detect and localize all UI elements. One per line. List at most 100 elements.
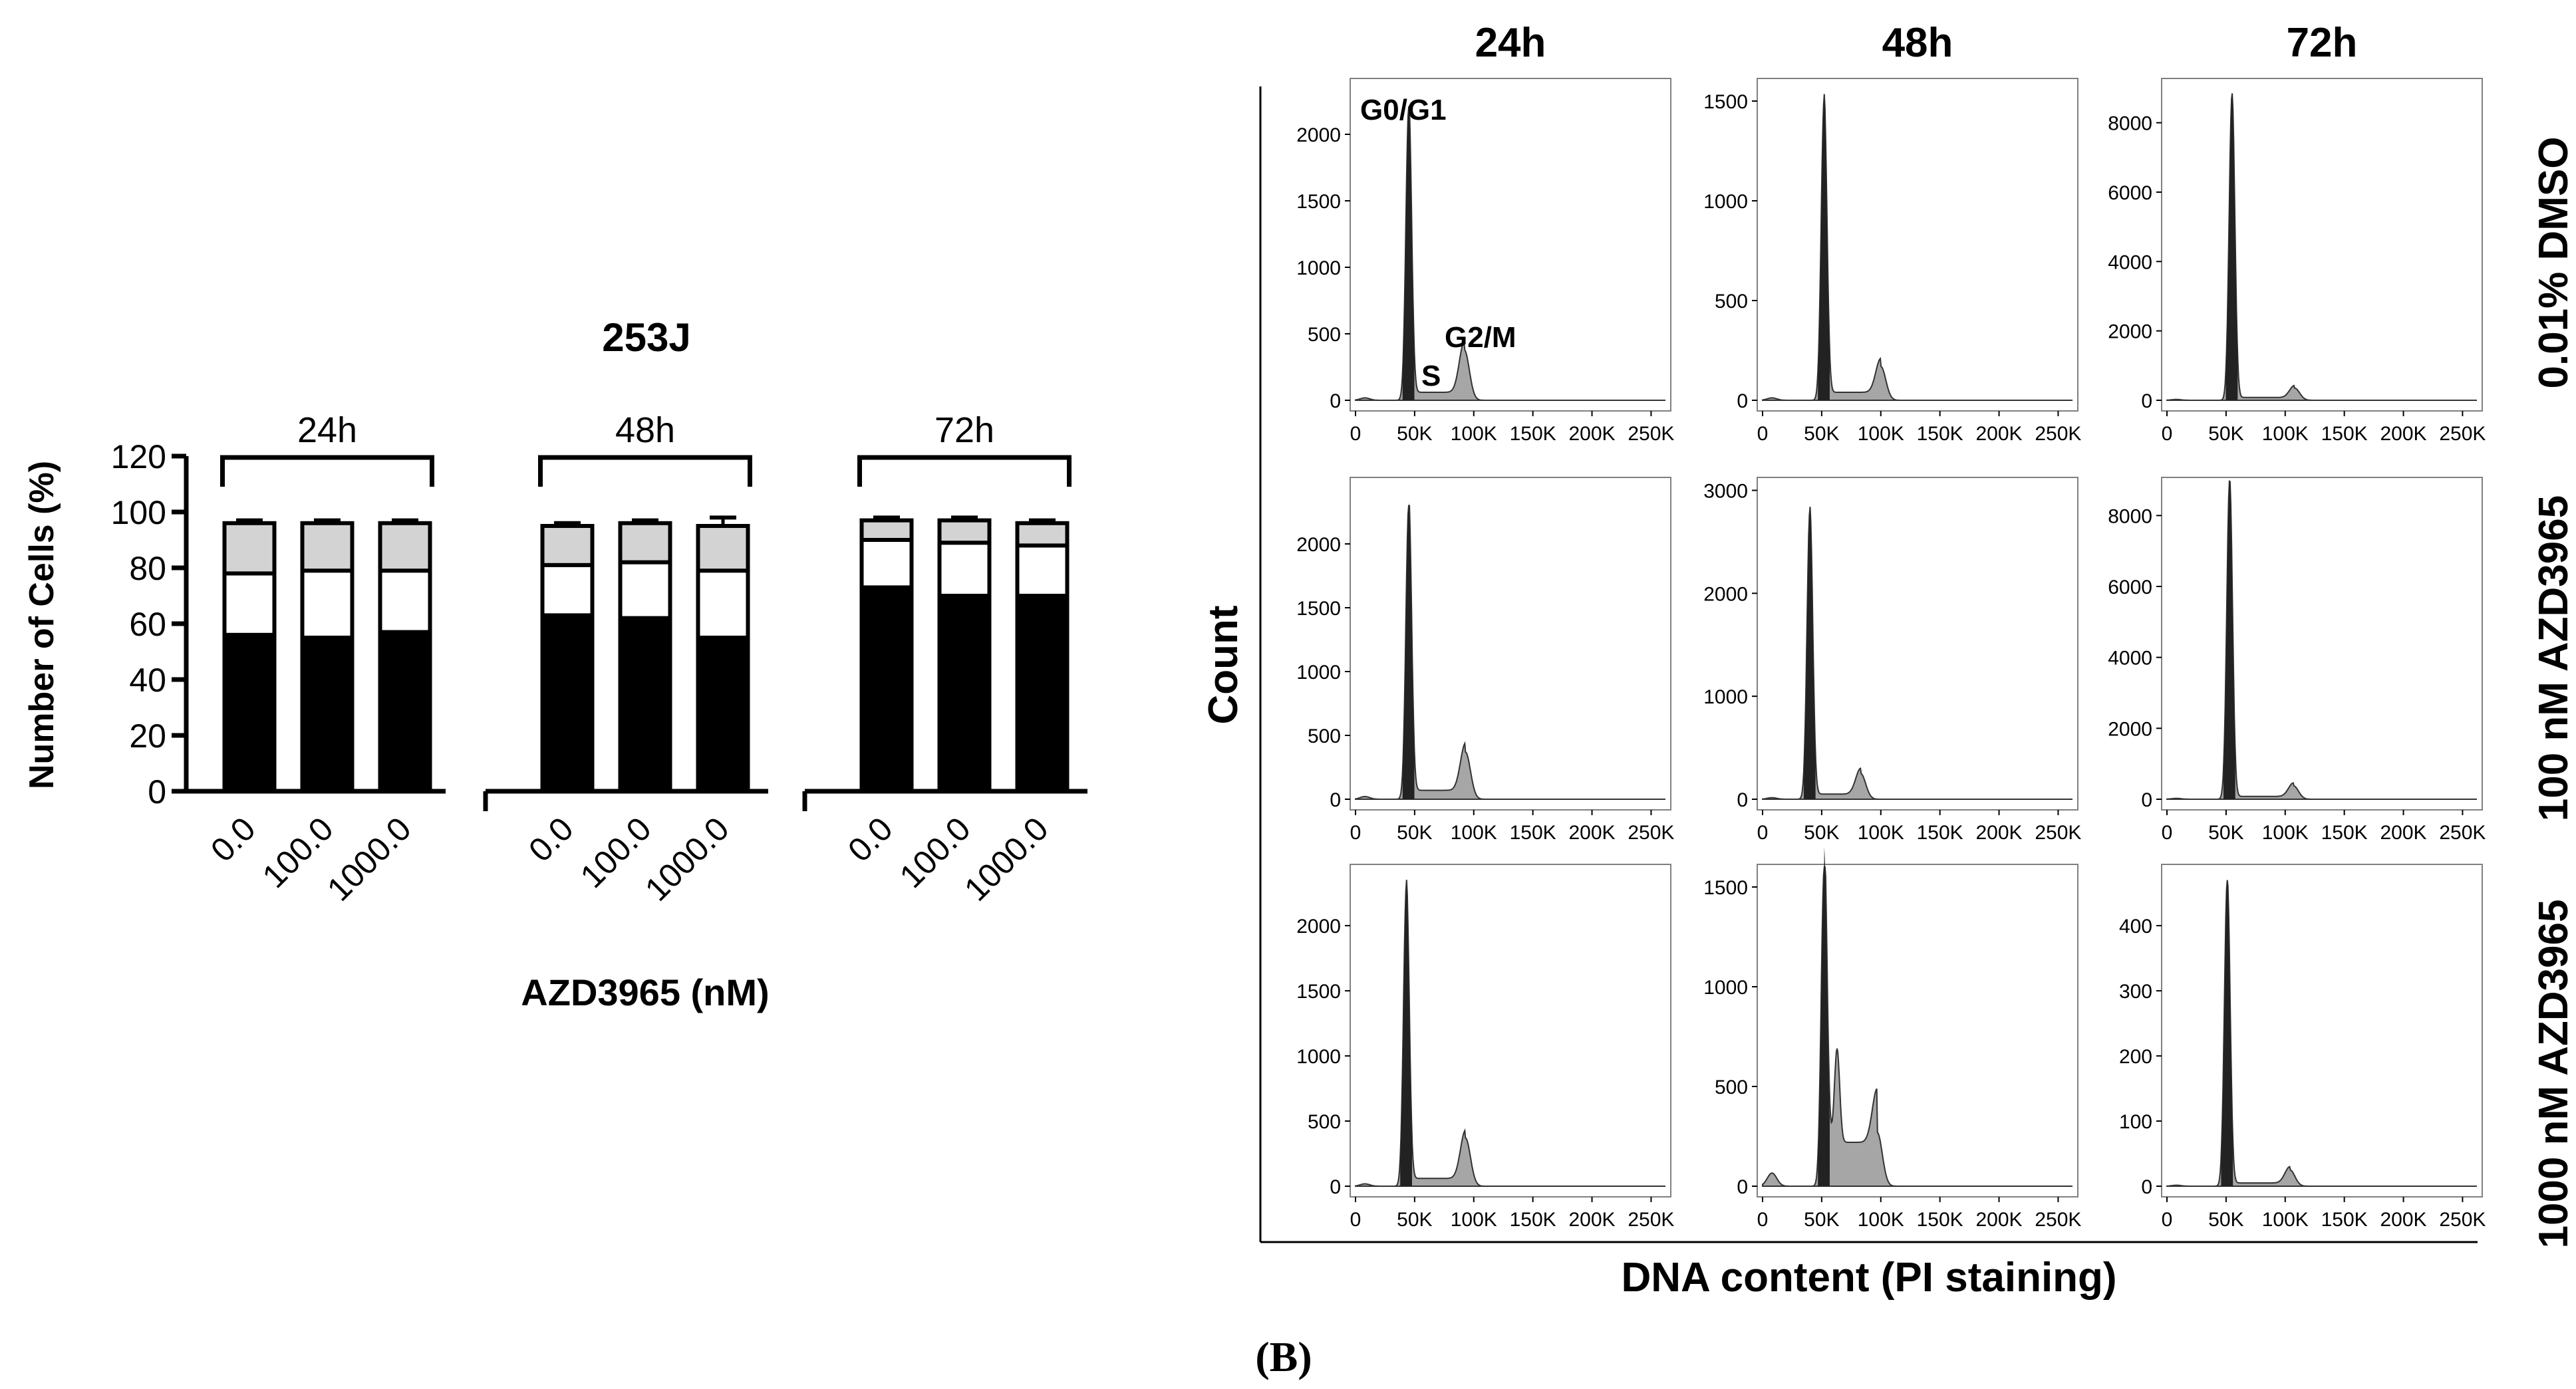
- phase-label-s: S: [1421, 360, 1441, 392]
- hist-x-tick-label: 50K: [2208, 423, 2243, 445]
- bar-x-tick-label: 0.0: [841, 810, 900, 869]
- bar-group-label: 72h: [934, 410, 994, 450]
- bar-x-tick-label: 1000.0: [638, 810, 736, 908]
- bar-y-tick-label: 60: [129, 606, 166, 643]
- bar-chart: 253J 0 20 40 60 80 100 120 Number of Cells (%)…: [23, 315, 1087, 1013]
- bar-segment-s: [378, 568, 432, 634]
- bar-y-tick-label: 80: [129, 550, 166, 587]
- hist-x-tick-label: 50K: [1397, 1209, 1432, 1231]
- hist-y-tick-label: 4000: [2108, 251, 2152, 273]
- hist-x-tick-label: 50K: [1804, 423, 1839, 445]
- bar-chart-title: 253J: [602, 315, 690, 360]
- bar-segment-g2m: [696, 524, 750, 573]
- hist-x-tick-label: 100K: [2262, 423, 2309, 445]
- histogram-frame: [1757, 78, 2078, 412]
- hist-y-tick-label: 0: [2141, 789, 2152, 811]
- hist-x-tick-label: 100K: [2262, 822, 2309, 844]
- hist-x-tick-label: 150K: [2321, 423, 2368, 445]
- histogram-frame: [1350, 78, 1671, 412]
- hist-x-tick-label: 150K: [1917, 423, 1963, 445]
- hist-y-tick-label: 8000: [2108, 505, 2152, 527]
- hist-x-tick-label: 200K: [1568, 423, 1615, 445]
- hist-x-tick-label: 200K: [2380, 822, 2426, 844]
- histogram-g1-gate: [2225, 96, 2238, 400]
- hist-x-tick-label: 200K: [1568, 822, 1615, 844]
- histogram-g1-gate: [1400, 884, 1412, 1186]
- histogram-frame: [2161, 864, 2483, 1198]
- hist-y-tick-label: 1000: [1703, 191, 1748, 213]
- histogram-panel-r3-c3: 0 100 200 300 400 0 50K 100K 150K 200K 250K: [2119, 864, 2486, 1231]
- hist-x-tick-label: 100K: [1451, 423, 1497, 445]
- hist-x-tick-label: 200K: [1975, 1209, 2022, 1231]
- histogram-panel-r3-c2: 0 500 1000 1500 0 50K 100K 150K 200K 250K: [1703, 847, 2081, 1231]
- hist-x-tick-label: 0: [1350, 423, 1361, 445]
- hist-y-tick-label: 500: [1715, 1076, 1748, 1098]
- hist-y-tick-label: 6000: [2108, 576, 2152, 598]
- hist-y-tick-label: 1000: [1296, 1046, 1341, 1068]
- hist-x-tick-label: 250K: [1628, 822, 1674, 844]
- phase-label-g2m: G2/M: [1445, 321, 1516, 354]
- hist-x-tick-label: 0: [1350, 1209, 1361, 1231]
- hist-y-tick-label: 1500: [1296, 981, 1341, 1003]
- hist-y-tick-label: 0: [1737, 789, 1748, 811]
- hist-y-tick-label: 200: [2119, 1046, 2152, 1068]
- bar-x-tick-label: 0.0: [521, 810, 581, 869]
- hist-y-tick-label: 500: [1715, 291, 1748, 313]
- hist-x-tick-label: 200K: [2380, 1209, 2426, 1231]
- hist-x-tick-label: 100K: [2262, 1209, 2309, 1231]
- hist-x-tick-label: 50K: [2208, 1209, 2243, 1231]
- hist-y-tick-label: 0: [1330, 390, 1341, 412]
- hist-x-tick-label: 0: [2162, 1209, 2173, 1231]
- hist-y-tick-label: 8000: [2108, 113, 2152, 135]
- hist-y-tick-label: 0: [1330, 1176, 1341, 1198]
- hist-y-tick-label: 1000: [1703, 977, 1748, 999]
- hist-x-axis-label: DNA content (PI staining): [1621, 1255, 2116, 1301]
- histogram-g1-gate: [1402, 503, 1415, 799]
- panel-label: (B): [1255, 1333, 1312, 1380]
- hist-y-tick-label: 500: [1308, 1111, 1341, 1133]
- hist-y-tick-label: 1500: [1703, 91, 1748, 113]
- hist-y-tick-label: 6000: [2108, 182, 2152, 204]
- bar-segment-g0g1: [300, 636, 355, 793]
- hist-x-tick-label: 0: [1757, 822, 1769, 844]
- hist-x-tick-label: 0: [2162, 822, 2173, 844]
- histogram-grid: 24h 48h 72h 0.01% DMSO 100 nM AZD3965 1000 n…: [1201, 20, 2576, 1301]
- column-title: 24h: [1475, 20, 1546, 66]
- bar-y-tick-label: 120: [111, 438, 166, 475]
- histogram-frame: [2161, 477, 2483, 811]
- hist-x-tick-label: 100K: [1858, 1209, 1904, 1231]
- histogram-g1-gate: [2223, 481, 2235, 799]
- bar-segment-g0g1: [937, 594, 992, 793]
- hist-x-tick-label: 0: [1757, 1209, 1769, 1231]
- bar-y-axis-label: Number of Cells (%): [23, 461, 61, 789]
- phase-label-g0g1: G0/G1: [1360, 94, 1447, 126]
- hist-x-tick-label: 250K: [2035, 1209, 2081, 1231]
- bar-group-bracket: [857, 455, 1072, 487]
- bar-segment-s: [222, 571, 277, 637]
- histogram-panel-r1-c3: 0 2000 4000 6000 8000 0 50K 100K 150K 200K 250K: [2108, 78, 2486, 445]
- column-title: 72h: [2287, 20, 2358, 66]
- bar-group-labels: 24h 48h 72h: [220, 410, 1072, 487]
- hist-x-tick-label: 150K: [2321, 822, 2368, 844]
- bar-segment-s: [300, 568, 355, 640]
- histogram-g1-gate: [1803, 510, 1816, 799]
- hist-y-tick-label: 0: [1737, 390, 1748, 412]
- bar-segment-g0g1: [859, 585, 914, 794]
- hist-y-tick-label: 2000: [1296, 534, 1341, 556]
- bar-group-label: 48h: [615, 410, 675, 450]
- bar-segment-g2m: [378, 521, 432, 573]
- bar-segment-s: [540, 563, 595, 618]
- hist-x-tick-label: 0: [1757, 423, 1769, 445]
- bar-group-label: 24h: [297, 410, 357, 450]
- hist-y-tick-label: 2000: [1703, 583, 1748, 605]
- row-titles: 0.01% DMSO 100 nM AZD3965 1000 nM AZD3965: [2531, 136, 2576, 1248]
- row-title: 100 nM AZD3965: [2531, 495, 2576, 821]
- hist-x-tick-label: 200K: [1975, 822, 2022, 844]
- hist-y-tick-label: 100: [2119, 1111, 2152, 1133]
- bar-segment-s: [859, 538, 914, 590]
- bar-x-tick-label: 1000.0: [957, 810, 1056, 908]
- bar-group-bracket: [538, 455, 752, 487]
- bar-segment-g2m: [859, 518, 914, 542]
- bar-segment-g0g1: [540, 613, 595, 794]
- histogram-g1-gate: [1818, 98, 1830, 400]
